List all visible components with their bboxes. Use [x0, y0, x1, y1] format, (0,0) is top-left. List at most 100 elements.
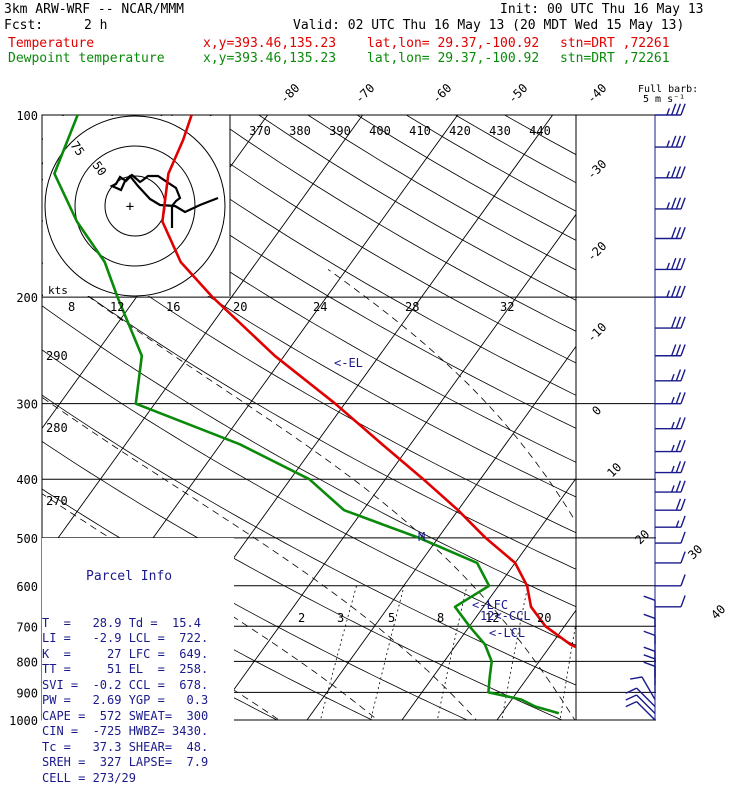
- hodo-ring: [74, 145, 196, 267]
- dry-adiabat: [61, 115, 576, 429]
- theta-label: 420: [449, 124, 471, 138]
- theta-label: 430: [489, 124, 511, 138]
- isotherm-label: -20: [584, 239, 609, 264]
- temp-xy: x,y=393.46,135.23: [203, 36, 337, 51]
- wind-barb: [655, 135, 686, 148]
- isotherm-line: [496, 609, 576, 720]
- wind-barb: [655, 461, 686, 474]
- wind-barb: [655, 531, 686, 544]
- mixing-ratio-line: [436, 585, 468, 720]
- wind-barb: [655, 344, 686, 357]
- legend-temperature: Temperature: [8, 36, 95, 51]
- wind-barb: [643, 661, 656, 693]
- isotherm-line: [678, 115, 740, 733]
- isotherm-line: [42, 115, 363, 562]
- wind-barbs: [625, 103, 686, 721]
- parcel-row: SREH = 327 LAPSE= 7.9: [42, 755, 209, 769]
- pressure-label: 900: [16, 686, 38, 700]
- wind-barb: [655, 226, 686, 240]
- fcst-label: Fcst:: [4, 18, 44, 33]
- hodo-speed-label: 16: [166, 300, 180, 314]
- theta-label: 390: [329, 124, 351, 138]
- pressure-label: 200: [16, 291, 38, 305]
- wind-barb: [655, 498, 686, 511]
- pressure-label: 500: [16, 532, 38, 546]
- hodo-speed-label: 24: [313, 300, 327, 314]
- dry-adiabat: [504, 115, 576, 156]
- model-title: 3km ARW-WRF -- NCAR/MMM: [4, 2, 185, 17]
- isotherm-label: -50: [505, 81, 530, 106]
- parcel-row: LI = -2.9 LCL = 722.: [42, 631, 209, 645]
- wind-barb: [655, 257, 686, 271]
- dew-station: stn=DRT ,72261: [560, 51, 670, 66]
- isotherm-line: [401, 477, 576, 720]
- pressure-label: 800: [16, 655, 38, 669]
- thetae-label: 280: [46, 421, 68, 435]
- hodo-speed-label: 28: [405, 300, 419, 314]
- isotherm-label: 40: [708, 602, 728, 622]
- mixing-ratio-label: 2: [298, 611, 305, 625]
- wind-barb: [655, 417, 686, 430]
- wind-barb: [643, 654, 656, 685]
- dewpoint-trace: [53, 115, 560, 715]
- wind-barb: [655, 440, 686, 453]
- mixing-ratio-label: 3: [337, 611, 344, 625]
- dry-adiabat: [307, 115, 576, 271]
- valid-time: Valid: 02 UTC Thu 16 May 13 (20 MDT Wed …: [293, 18, 685, 33]
- hodo-units: kts: [48, 284, 68, 297]
- fcst-value: 2 h: [84, 18, 108, 33]
- dew-xy: x,y=393.46,135.23: [203, 51, 337, 66]
- hodograph-trace: [109, 173, 219, 228]
- dry-adiabat: [42, 262, 576, 570]
- wind-barb: [625, 687, 656, 708]
- barb-key-line2: 5 m s⁻¹: [643, 94, 686, 105]
- parcel-row: K = 27 LFC = 649.: [42, 646, 209, 661]
- wind-barb: [625, 694, 656, 714]
- theta-label: 400: [369, 124, 391, 138]
- el-marker: <-EL: [334, 356, 363, 370]
- dry-adiabat: [42, 178, 576, 498]
- parcel-row: CIN = -725 HWBZ= 3430.: [42, 724, 209, 738]
- theta-label: 410: [409, 124, 431, 138]
- parcel-row: CELL = 273/29: [42, 770, 136, 785]
- hodo-ring-label: 75: [68, 139, 88, 159]
- plot-frame: [41, 114, 577, 721]
- parcel-row: CAPE = 572 SWEAT= 300: [42, 708, 209, 723]
- dew-latlon: lat,lon= 29.37,-100.92: [367, 51, 540, 66]
- mixing-ratio-line: [370, 585, 405, 720]
- wind-barb: [643, 595, 656, 627]
- parcel-row: SVI = -0.2 CCL = 678.: [42, 677, 209, 692]
- wind-barb: [655, 166, 686, 179]
- wind-barb: [655, 103, 686, 116]
- pressure-label: 100: [16, 109, 38, 123]
- temp-station: stn=DRT ,72261: [560, 36, 670, 51]
- hodo-center-icon: +: [126, 199, 134, 215]
- hodo-speed-label: 32: [500, 300, 514, 314]
- temperature-trace: [161, 115, 576, 649]
- isotherm-label: -60: [429, 81, 454, 106]
- dry-adiabat: [42, 138, 576, 463]
- parcel-info-panel: Parcel Info T = 28.9 Td = 15.4 LI = -2.9 …: [42, 538, 234, 785]
- pressure-label: 700: [16, 620, 38, 634]
- wind-barb: [655, 574, 686, 587]
- wind-barb: [655, 551, 686, 564]
- barb-key-line1: Full barb:: [638, 84, 699, 95]
- moist-adiabat: [42, 396, 477, 720]
- dry-adiabat: [160, 115, 576, 364]
- lfc-marker: <-LFC: [472, 598, 508, 612]
- isotherm-label: -10: [584, 320, 609, 345]
- wind-barb: [655, 515, 686, 528]
- wind-barb: [655, 369, 686, 382]
- wind-barb: [655, 316, 686, 329]
- wind-barb: [630, 676, 656, 700]
- thetae-label: 290: [46, 349, 68, 363]
- wind-barb: [655, 480, 686, 493]
- isotherm-label: -40: [584, 81, 609, 106]
- parcel-info-title: Parcel Info: [86, 569, 173, 584]
- pressure-label: 600: [16, 580, 38, 594]
- mixing-ratio-line: [559, 620, 576, 720]
- wind-barb: [655, 285, 686, 298]
- label-layer: -80 -70 -60 -50 -40 -30 -20 -10 0 10 20 30 40 370 380 3…: [46, 81, 728, 625]
